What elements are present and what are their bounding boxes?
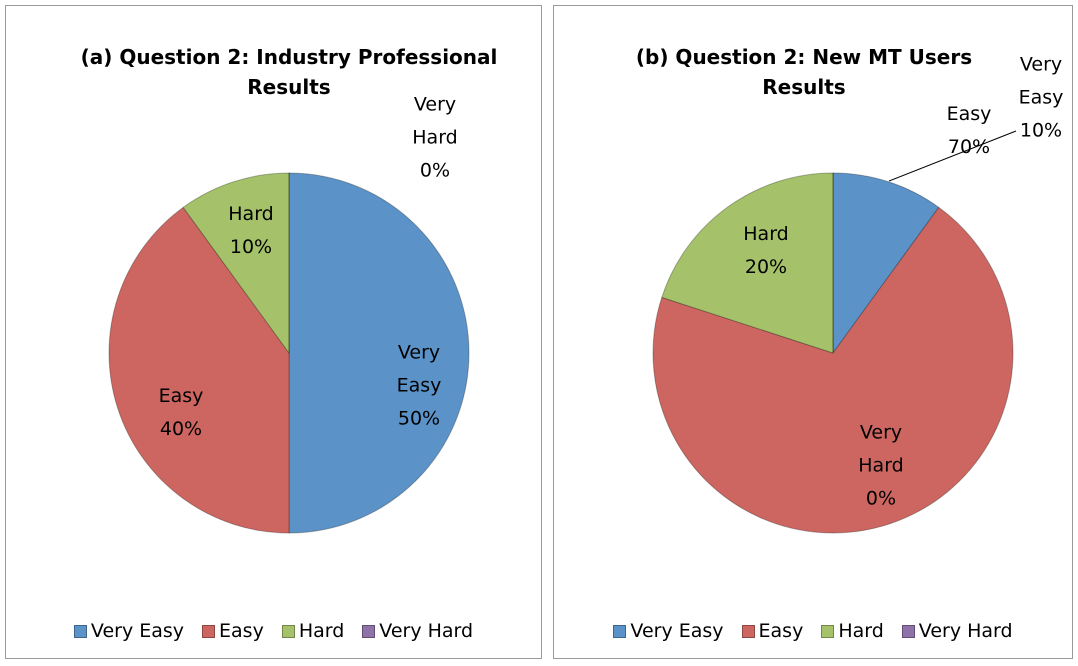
label-value: 10% bbox=[229, 236, 273, 258]
legend-item: Hard bbox=[821, 620, 884, 642]
data-label: Very Easy 50% bbox=[389, 337, 449, 436]
pie-chart bbox=[108, 172, 470, 534]
legend-label: Hard bbox=[298, 620, 345, 642]
label-category: Hard bbox=[743, 223, 789, 245]
data-label: Very Easy 10% bbox=[1011, 49, 1071, 148]
data-label: Very Hard 0% bbox=[405, 89, 465, 188]
label-value: 0% bbox=[865, 487, 897, 510]
label-value: 40% bbox=[159, 418, 203, 440]
leader-line bbox=[888, 130, 1017, 182]
label-category: Hard bbox=[228, 203, 274, 225]
legend-swatch bbox=[741, 624, 755, 638]
chart-title: (a) Question 2: Industry Professional Re… bbox=[80, 45, 498, 99]
legend-swatch bbox=[613, 624, 627, 638]
label-category: Easy bbox=[946, 103, 992, 125]
legend-item: Easy bbox=[202, 620, 264, 642]
legend-label: Very Hard bbox=[918, 620, 1013, 642]
legend-swatch bbox=[901, 624, 915, 638]
pie-chart bbox=[652, 130, 1017, 534]
legend-swatch bbox=[362, 624, 376, 638]
pie-slice bbox=[288, 172, 470, 534]
legend-swatch bbox=[821, 624, 835, 638]
label-value: 0% bbox=[419, 159, 451, 182]
label-value: 20% bbox=[744, 256, 788, 278]
pie-slice bbox=[182, 172, 290, 355]
legend-swatch bbox=[281, 624, 295, 638]
data-label: Easy 40% bbox=[151, 380, 211, 446]
label-category: Very Hard bbox=[858, 421, 904, 477]
pie-slice bbox=[832, 172, 940, 355]
label-category: Very Easy bbox=[1018, 53, 1064, 109]
legend-label: Hard bbox=[838, 620, 884, 642]
legend-label: Easy bbox=[758, 620, 804, 642]
data-label: Hard 10% bbox=[221, 198, 281, 264]
data-label: Very Hard 0% bbox=[851, 417, 911, 516]
chart-panel: (b) Question 2: New MT Users Results Very… bbox=[553, 5, 1073, 659]
label-value: 70% bbox=[947, 136, 991, 158]
legend: Very Easy Easy Hard Very Hard bbox=[6, 620, 541, 642]
legend-item: Very Hard bbox=[901, 620, 1013, 642]
chart-panel: (a) Question 2: Industry Professional Re… bbox=[5, 5, 542, 659]
legend-item: Very Hard bbox=[362, 620, 473, 642]
pie-slice bbox=[108, 206, 290, 534]
legend-label: Very Easy bbox=[90, 620, 185, 642]
legend: Very Easy Easy Hard Very Hard bbox=[554, 620, 1072, 642]
legend-label: Very Easy bbox=[630, 620, 724, 642]
label-category: Very Hard bbox=[412, 93, 458, 149]
legend-item: Very Easy bbox=[613, 620, 724, 642]
legend-label: Easy bbox=[219, 620, 264, 642]
legend-swatch bbox=[73, 624, 87, 638]
label-category: Easy bbox=[158, 385, 204, 407]
legend-item: Easy bbox=[741, 620, 804, 642]
label-value: 10% bbox=[1019, 119, 1063, 142]
label-category: Very Easy bbox=[396, 341, 442, 397]
label-value: 50% bbox=[397, 407, 441, 430]
data-label: Easy 70% bbox=[939, 98, 999, 164]
chart-title: (b) Question 2: New MT Users Results bbox=[635, 45, 973, 99]
legend-item: Hard bbox=[281, 620, 345, 642]
pie-slice bbox=[652, 206, 1014, 534]
data-label: Hard 20% bbox=[736, 218, 796, 284]
legend-swatch bbox=[202, 624, 216, 638]
legend-label: Very Hard bbox=[379, 620, 474, 642]
pie-slice bbox=[661, 172, 834, 354]
legend-item: Very Easy bbox=[73, 620, 185, 642]
